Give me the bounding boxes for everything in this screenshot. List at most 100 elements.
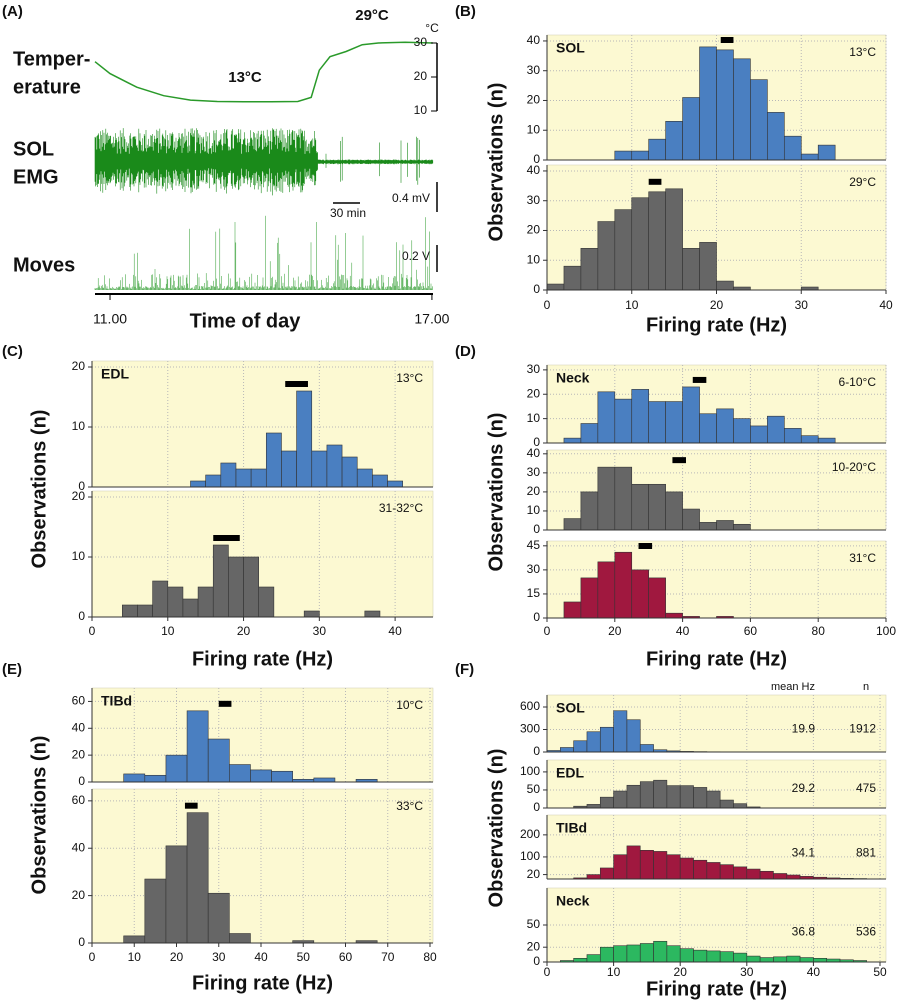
bar	[598, 562, 615, 618]
n-value: 475	[856, 781, 876, 795]
scale-label: 0.2 V	[402, 249, 430, 263]
y-axis-title: Observations (n)	[28, 736, 50, 895]
bar	[666, 613, 683, 618]
plot-label: EDL	[556, 765, 584, 781]
bar	[632, 570, 649, 618]
y-tick-label: 0	[533, 744, 540, 758]
bar	[581, 424, 598, 444]
mean-bar	[219, 701, 232, 707]
bar	[221, 463, 236, 487]
panel-label: (A)	[2, 3, 23, 20]
bar	[760, 958, 773, 962]
x-tick-label: 50	[873, 965, 887, 979]
bar	[122, 605, 137, 617]
bar	[600, 727, 613, 752]
bar	[667, 786, 680, 808]
bar	[733, 419, 750, 443]
x-tick-label: 40	[254, 950, 268, 964]
y-tick-label: 20	[414, 69, 428, 83]
x-tick-label: 0	[544, 624, 551, 638]
bar	[208, 893, 229, 943]
bar	[166, 846, 187, 943]
bar	[208, 739, 229, 782]
bar	[733, 953, 746, 962]
bar	[600, 797, 613, 808]
bar	[720, 800, 733, 808]
bar	[667, 946, 680, 962]
x-tick-label: 10	[607, 965, 621, 979]
x-tick-label: 40	[807, 965, 821, 979]
y-tick-label: 20	[527, 939, 541, 953]
condition-label: 31-32°C	[379, 501, 423, 515]
plot-label: EDL	[101, 366, 129, 382]
bar	[683, 509, 700, 530]
x-tick-label: 0	[89, 624, 96, 638]
column-header: n	[863, 681, 869, 693]
n-value: 1912	[849, 721, 876, 735]
y-tick-label: 20	[72, 359, 86, 373]
bar	[717, 281, 734, 290]
bar	[717, 520, 734, 530]
x-axis-title: Firing rate (Hz)	[646, 648, 787, 670]
mean-value: 19.9	[792, 721, 816, 735]
y-tick-label: 20	[527, 223, 541, 237]
x-tick-label: 20	[237, 624, 251, 638]
bar	[694, 787, 707, 808]
bar	[666, 402, 683, 443]
x-tick-label: 40	[676, 624, 690, 638]
x-tick-label: 20	[710, 298, 724, 312]
bar	[649, 578, 666, 618]
y-axis-title: Observations (n)	[485, 83, 507, 242]
y-tick-label: 0	[78, 774, 85, 788]
condition-label: 6-10°C	[839, 375, 877, 389]
bar	[680, 949, 693, 962]
y-tick-label: 15	[527, 586, 541, 600]
mean-bar	[185, 803, 198, 809]
y-tick-label: 30	[414, 35, 428, 49]
x-tick-label: 30	[795, 298, 809, 312]
bar	[342, 457, 357, 487]
plot-background	[92, 688, 433, 782]
plot-label: SOL	[556, 40, 585, 56]
y-tick-label: 45	[527, 538, 541, 552]
mean-bar	[285, 381, 308, 387]
bar	[700, 414, 717, 443]
plot-label: TIBd	[101, 693, 132, 709]
bar	[560, 748, 573, 753]
bar	[615, 399, 632, 443]
y-tick-label: 50	[527, 917, 541, 931]
bar	[365, 611, 380, 617]
y-tick-label: 600	[520, 699, 540, 713]
bar	[767, 416, 784, 443]
bar	[773, 957, 786, 962]
bar	[773, 873, 786, 879]
y-tick-label: 20	[527, 93, 541, 107]
bar	[640, 782, 653, 808]
condition-label: 31°C	[849, 551, 876, 565]
x-tick-label: 20	[170, 950, 184, 964]
bar	[784, 428, 801, 443]
bar	[259, 587, 274, 617]
bar	[627, 720, 640, 752]
bar	[813, 958, 826, 962]
bar	[614, 791, 627, 808]
mean-value: 36.8	[792, 925, 816, 939]
scale-label: 30 min	[330, 206, 366, 220]
bar	[654, 780, 667, 808]
bar	[801, 436, 818, 443]
bar	[327, 445, 342, 487]
panel-label: (B)	[455, 3, 476, 20]
y-tick-label: 30	[527, 362, 541, 376]
bar	[598, 467, 615, 530]
x-axis-title: Firing rate (Hz)	[192, 972, 333, 994]
y-tick-label: 30	[527, 562, 541, 576]
row-label: EMG	[13, 166, 59, 188]
bar	[581, 578, 598, 618]
temperature-line	[95, 42, 433, 102]
bar	[145, 879, 166, 943]
plot-background	[92, 789, 433, 943]
bar	[615, 552, 632, 618]
bar	[281, 451, 296, 487]
bar	[818, 145, 835, 160]
y-tick-label: 0	[533, 282, 540, 296]
